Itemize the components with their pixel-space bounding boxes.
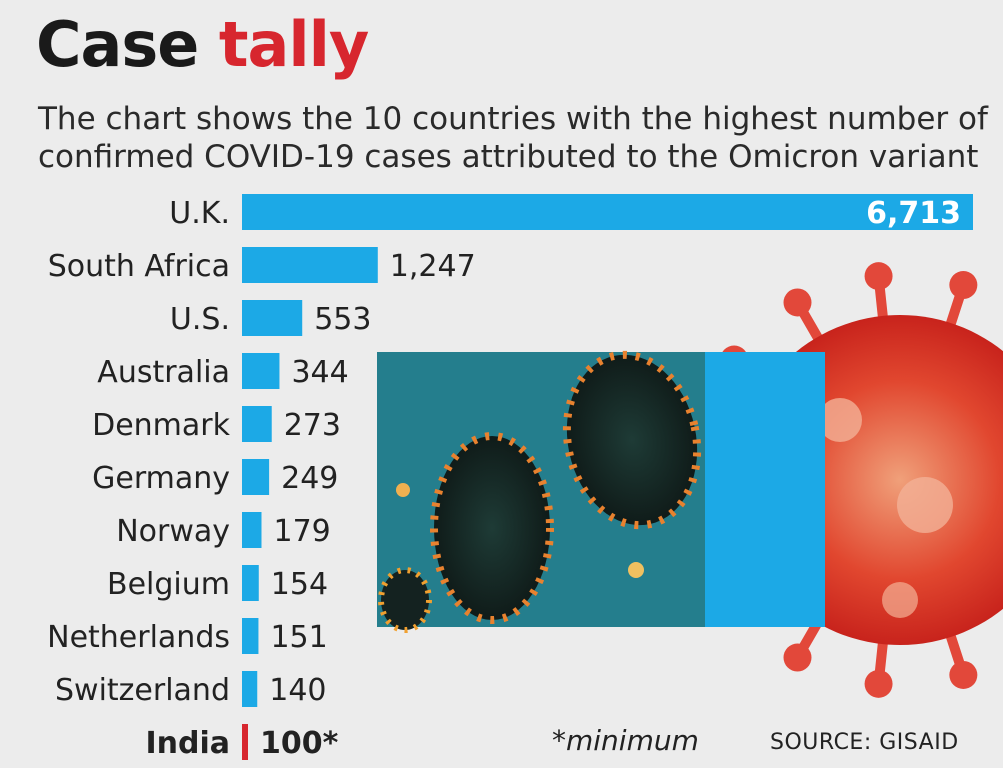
- bar-denmark: [242, 406, 272, 442]
- bar-u-k-: [242, 194, 973, 230]
- value-label: 6,713: [866, 196, 961, 231]
- value-label: 154: [271, 567, 328, 602]
- category-label: Switzerland: [55, 673, 230, 708]
- footnote-minimum: *minimum: [552, 724, 699, 757]
- category-label: Germany: [92, 461, 230, 496]
- bar-u-s-: [242, 300, 303, 336]
- source-label: SOURCE: GISAID: [770, 730, 959, 755]
- category-label: U.K.: [169, 196, 230, 231]
- value-label: 151: [270, 620, 327, 655]
- bar-south-africa: [242, 247, 378, 283]
- value-label: 249: [281, 461, 338, 496]
- bar-switzerland: [242, 671, 258, 707]
- value-label: 1,247: [390, 249, 476, 284]
- category-label: India: [145, 726, 230, 761]
- category-label: Netherlands: [47, 620, 230, 655]
- bar-germany: [242, 459, 270, 495]
- virus-micrograph-image: [377, 350, 705, 633]
- value-label: 553: [314, 302, 371, 337]
- bar-norway: [242, 512, 262, 548]
- value-label: 344: [291, 355, 348, 390]
- category-label: Norway: [116, 514, 230, 549]
- bar-australia: [242, 353, 280, 389]
- bar-india: [242, 724, 248, 760]
- value-label: 100*: [260, 726, 339, 761]
- title-word-2: tally: [218, 8, 369, 81]
- value-label: 273: [284, 408, 341, 443]
- chart-title: Case tally: [36, 14, 369, 76]
- background-band: [705, 352, 825, 627]
- category-label: South Africa: [48, 249, 230, 284]
- category-label: U.S.: [170, 302, 230, 337]
- bar-belgium: [242, 565, 259, 601]
- chart-subtitle: The chart shows the 10 countries with th…: [38, 101, 988, 175]
- value-label: 140: [269, 673, 326, 708]
- bar-netherlands: [242, 618, 259, 654]
- category-label: Denmark: [92, 408, 231, 443]
- value-label: 179: [273, 514, 330, 549]
- title-word-1: Case: [36, 8, 199, 81]
- category-label: Australia: [97, 355, 230, 390]
- category-label: Belgium: [107, 567, 230, 602]
